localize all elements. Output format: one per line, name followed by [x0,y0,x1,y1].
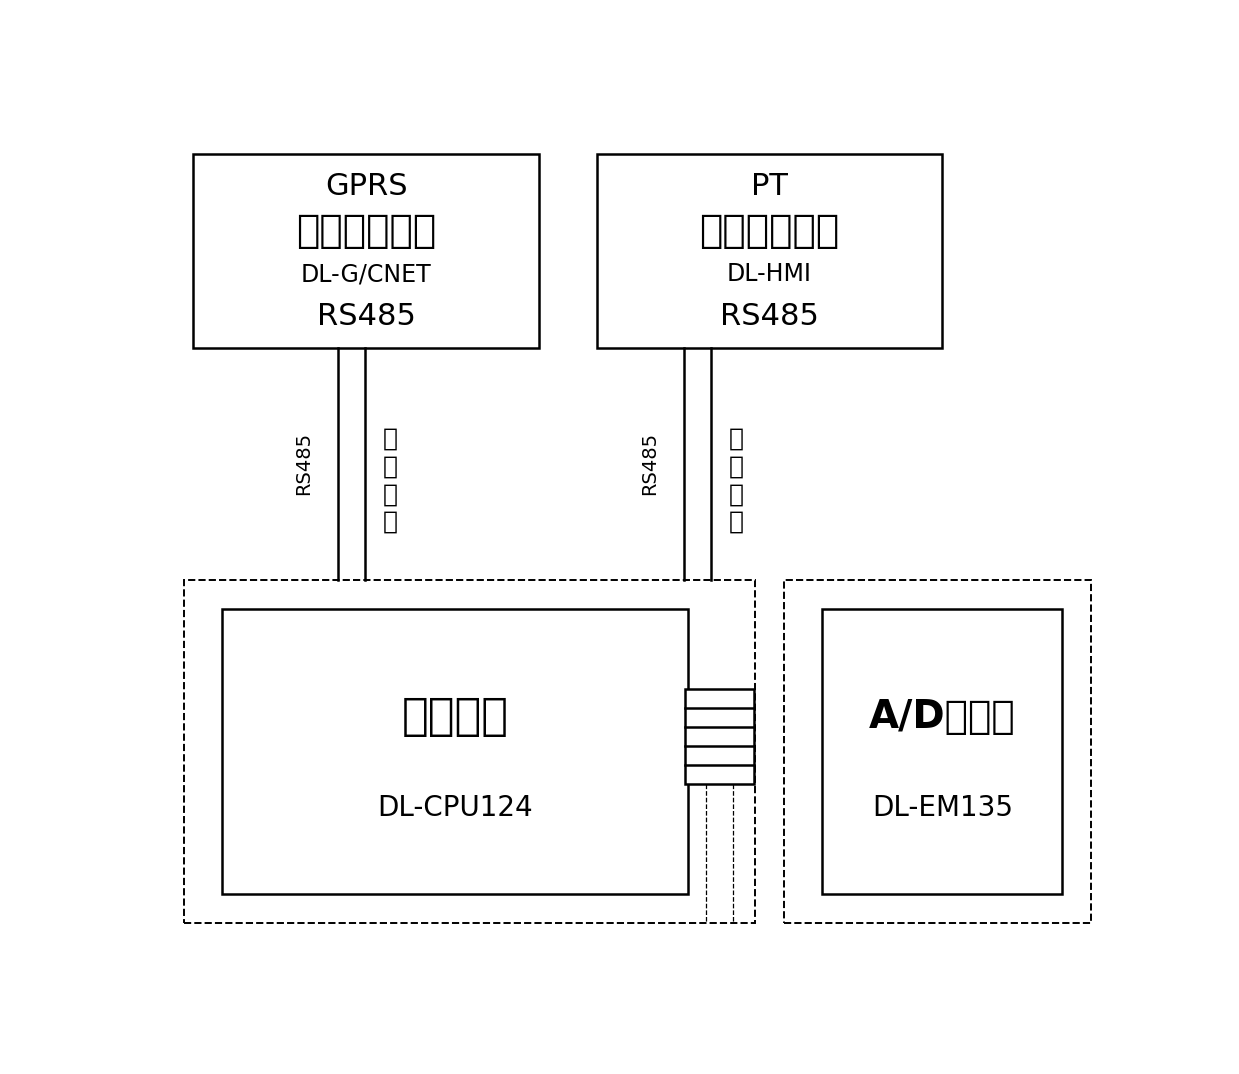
Bar [823,609,1062,894]
Bar [183,580,755,923]
Text: 通
讯
电
缆: 通 讯 电 缆 [383,426,398,534]
Text: RS485: RS485 [639,432,659,495]
Text: DL-HMI: DL-HMI [727,262,812,286]
Text: DL-CPU124: DL-CPU124 [377,795,533,823]
Text: PT: PT [751,172,788,201]
Text: GPRS: GPRS [325,172,408,201]
Text: RS485: RS485 [317,303,415,332]
Bar [222,609,688,894]
Text: DL-G/CNET: DL-G/CNET [301,262,431,286]
Bar [597,154,943,348]
Text: 无线通信模块: 无线通信模块 [296,213,436,250]
Text: 通
讯
电
缆: 通 讯 电 缆 [729,426,743,534]
Text: RS485: RS485 [720,303,819,332]
Text: 人机界面模块: 人机界面模块 [699,213,840,250]
Text: RS485: RS485 [294,432,313,495]
Bar [193,154,539,348]
Bar [784,580,1092,923]
Text: DL-EM135: DL-EM135 [872,795,1012,823]
Text: A/D转换器: A/D转换器 [869,698,1016,736]
Bar [685,690,755,784]
Text: 控制模块: 控制模块 [401,696,508,739]
